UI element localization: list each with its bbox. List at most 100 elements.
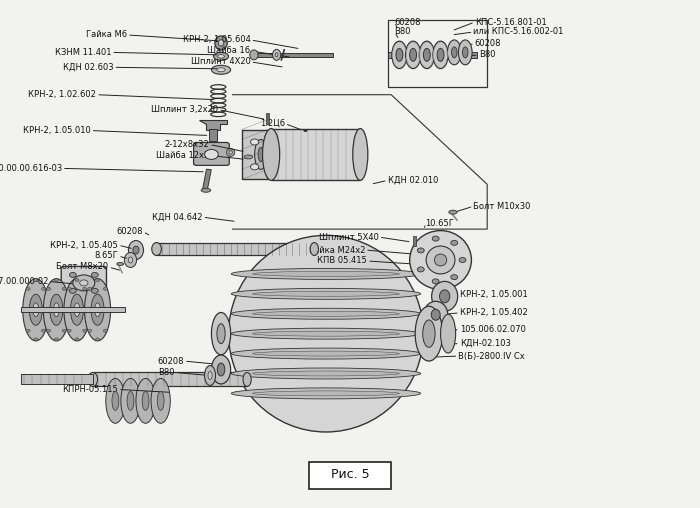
Ellipse shape — [64, 279, 90, 341]
Circle shape — [417, 267, 424, 272]
Ellipse shape — [136, 378, 155, 423]
Ellipse shape — [29, 294, 42, 325]
Text: КПРН-05.115: КПРН-05.115 — [62, 385, 118, 394]
Text: КРН-2, 1.05.405: КРН-2, 1.05.405 — [50, 241, 118, 249]
Ellipse shape — [85, 279, 111, 341]
Bar — [254, 53, 333, 57]
Text: АгроSoft: АгроSoft — [300, 311, 400, 331]
Ellipse shape — [112, 391, 119, 410]
Ellipse shape — [94, 303, 100, 316]
Circle shape — [34, 279, 38, 281]
Bar — [92, 372, 247, 387]
Circle shape — [204, 149, 218, 160]
Text: Гайка М24х2: Гайка М24х2 — [309, 245, 365, 255]
Ellipse shape — [106, 378, 125, 423]
Text: Гайка М6: Гайка М6 — [86, 30, 127, 40]
Circle shape — [451, 240, 458, 245]
Ellipse shape — [215, 36, 228, 50]
Circle shape — [88, 288, 92, 290]
Circle shape — [34, 338, 38, 341]
Ellipse shape — [447, 40, 461, 65]
Circle shape — [451, 275, 458, 279]
Text: КДН 02.010: КДН 02.010 — [388, 176, 438, 185]
Ellipse shape — [71, 294, 83, 325]
Text: В80: В80 — [159, 368, 175, 377]
Circle shape — [433, 236, 439, 241]
Circle shape — [65, 308, 69, 311]
Ellipse shape — [424, 48, 430, 61]
Text: 60208: 60208 — [158, 357, 184, 366]
Text: 60208: 60208 — [475, 40, 501, 48]
Text: КДН-02.103: КДН-02.103 — [460, 339, 510, 348]
Text: 8.65Г: 8.65Г — [94, 251, 118, 261]
Circle shape — [47, 288, 50, 290]
Text: Шплинт 3,2х20: Шплинт 3,2х20 — [151, 105, 218, 114]
Text: В80: В80 — [479, 50, 496, 59]
Ellipse shape — [415, 306, 442, 361]
Circle shape — [26, 288, 30, 290]
Bar — [413, 236, 416, 246]
FancyBboxPatch shape — [194, 142, 230, 166]
Text: МЖТ-Ф-11.37.00.000-02: МЖТ-Ф-11.37.00.000-02 — [0, 277, 48, 286]
Ellipse shape — [231, 308, 421, 319]
Text: КРН-2, 1.05.010: КРН-2, 1.05.010 — [23, 126, 91, 135]
Circle shape — [92, 272, 98, 277]
Ellipse shape — [253, 351, 400, 356]
Ellipse shape — [229, 151, 232, 154]
Text: МЖТ-10.00.00.616-03: МЖТ-10.00.00.616-03 — [0, 164, 62, 173]
Ellipse shape — [121, 378, 140, 423]
Circle shape — [83, 288, 87, 290]
Ellipse shape — [50, 294, 63, 325]
Circle shape — [88, 329, 92, 332]
Circle shape — [75, 338, 79, 341]
Circle shape — [41, 329, 46, 332]
Bar — [241, 130, 267, 179]
Ellipse shape — [440, 314, 456, 353]
Circle shape — [459, 258, 466, 263]
Ellipse shape — [227, 148, 235, 156]
Circle shape — [47, 329, 50, 332]
Ellipse shape — [74, 303, 80, 316]
Ellipse shape — [125, 252, 136, 267]
Circle shape — [432, 279, 439, 284]
Ellipse shape — [463, 47, 468, 58]
Ellipse shape — [275, 53, 278, 57]
Polygon shape — [199, 120, 227, 130]
Text: 2-12х8х32: 2-12х8х32 — [164, 140, 209, 149]
Circle shape — [104, 288, 107, 290]
Ellipse shape — [431, 309, 440, 320]
Circle shape — [92, 289, 98, 293]
Circle shape — [75, 279, 79, 281]
Ellipse shape — [405, 41, 421, 69]
Bar — [246, 148, 251, 155]
Ellipse shape — [272, 49, 281, 60]
Ellipse shape — [91, 294, 104, 325]
Ellipse shape — [435, 254, 447, 266]
Text: Шплинт 4Х20: Шплинт 4Х20 — [190, 57, 251, 67]
Ellipse shape — [262, 129, 280, 180]
Bar — [388, 52, 477, 58]
Text: КДН 02.603: КДН 02.603 — [63, 63, 113, 72]
Ellipse shape — [310, 242, 319, 256]
Ellipse shape — [231, 388, 421, 399]
Text: Шайба 16: Шайба 16 — [207, 46, 251, 55]
Text: КРН-2, 1.05.604: КРН-2, 1.05.604 — [183, 36, 251, 44]
Ellipse shape — [127, 391, 134, 410]
Circle shape — [106, 308, 111, 311]
FancyBboxPatch shape — [61, 266, 106, 299]
Ellipse shape — [53, 303, 60, 316]
Ellipse shape — [151, 378, 170, 423]
Text: КПВ 05.415: КПВ 05.415 — [317, 257, 368, 266]
Ellipse shape — [214, 52, 229, 60]
Text: Шплинт 5Х40: Шплинт 5Х40 — [319, 233, 379, 242]
Ellipse shape — [244, 155, 253, 159]
Ellipse shape — [229, 235, 424, 432]
Circle shape — [23, 308, 27, 311]
Ellipse shape — [128, 257, 132, 263]
Ellipse shape — [437, 48, 444, 61]
Ellipse shape — [231, 289, 421, 299]
Ellipse shape — [243, 372, 251, 387]
Ellipse shape — [211, 66, 230, 74]
Ellipse shape — [43, 279, 69, 341]
Text: Болт М8х20: Болт М8х20 — [57, 263, 108, 271]
